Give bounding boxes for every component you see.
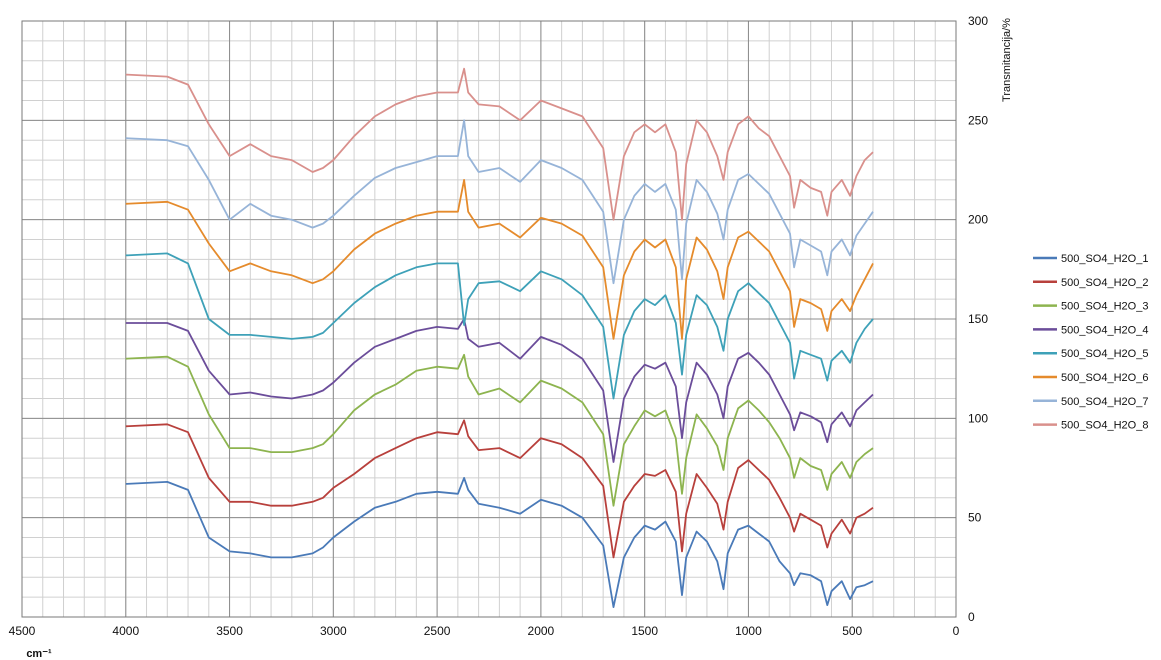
y-axis-title: Transmitancija/% [1001,18,1013,102]
legend-label: 500_SO4_H2O_3 [1061,301,1148,313]
legend-label: 500_SO4_H2O_4 [1061,324,1148,336]
y-axis-tick-labels: 0 50 100 150 200 250 300 [968,14,988,624]
series-line-500-so4-h2o-3 [125,353,874,507]
x-axis-title: cm⁻¹ [26,648,52,660]
series-line-500-so4-h2o-7 [125,119,874,285]
y-tick-label: 250 [968,113,988,127]
legend: 500_SO4_H2O_1 500_SO4_H2O_2 500_SO4_H2O_3 5… [1033,253,1148,432]
x-tick-label: 2500 [424,624,451,638]
series-line-500-so4-h2o-5 [125,252,874,400]
series-line-500-so4-h2o-8 [125,67,874,221]
y-tick-label: 100 [968,411,988,425]
y-tick-label: 0 [968,610,975,624]
series-line-500-so4-h2o-4 [125,318,874,463]
legend-label: 500_SO4_H2O_5 [1061,348,1148,360]
x-axis-tick-labels: 4500 4000 3500 3000 2500 2000 1500 1000 500 0 [9,624,960,638]
legend-label: 500_SO4_H2O_8 [1061,420,1148,432]
series-lines [125,67,874,608]
series-line-500-so4-h2o-2 [125,419,874,559]
x-tick-label: 500 [842,624,862,638]
series-line-500-so4-h2o-1 [125,476,874,608]
plot-area-frame [21,20,957,618]
x-tick-label: 4000 [112,624,139,638]
x-tick-label: 0 [953,624,960,638]
legend-label: 500_SO4_H2O_1 [1061,253,1148,265]
x-tick-label: 1000 [735,624,762,638]
legend-label: 500_SO4_H2O_7 [1061,396,1148,408]
y-tick-label: 50 [968,511,982,525]
x-tick-label: 1500 [631,624,658,638]
legend-label: 500_SO4_H2O_2 [1061,277,1148,289]
x-tick-label: 4500 [9,624,36,638]
x-tick-label: 3000 [320,624,347,638]
y-tick-label: 150 [968,312,988,326]
y-tick-label: 200 [968,213,988,227]
x-tick-label: 2000 [528,624,555,638]
y-tick-label: 300 [968,14,988,28]
x-tick-label: 3500 [216,624,243,638]
series-line-500-so4-h2o-6 [125,178,874,340]
legend-label: 500_SO4_H2O_6 [1061,372,1148,384]
